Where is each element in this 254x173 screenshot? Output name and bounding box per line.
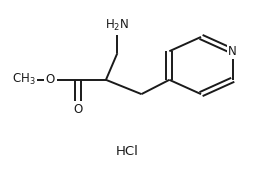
Text: CH$_3$: CH$_3$: [12, 72, 35, 87]
Text: O: O: [45, 73, 55, 86]
Text: HCl: HCl: [116, 145, 138, 158]
Text: H$_2$N: H$_2$N: [105, 18, 129, 33]
Text: O: O: [73, 103, 82, 116]
Text: N: N: [228, 45, 236, 58]
